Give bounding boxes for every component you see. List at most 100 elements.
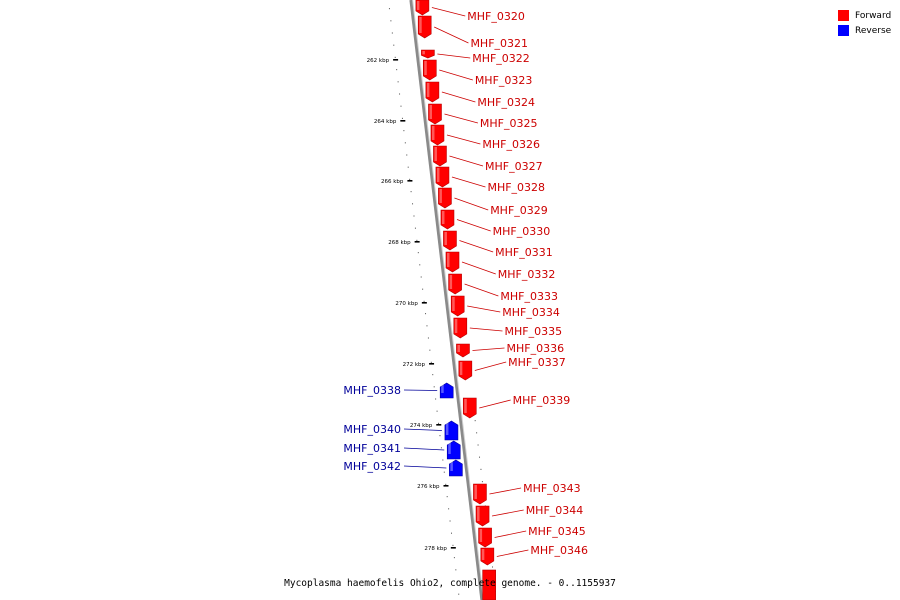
gene-arrow[interactable] bbox=[428, 103, 442, 125]
gene-feature-mhf_0328[interactable] bbox=[435, 166, 450, 188]
gene-label-mhf_0329[interactable]: MHF_0329 bbox=[490, 204, 548, 217]
gene-feature-mhf_0322[interactable] bbox=[421, 49, 435, 59]
gene-arrow-highlight bbox=[477, 507, 480, 521]
major-tick bbox=[393, 59, 399, 61]
gene-label-mhf_0346[interactable]: MHF_0346 bbox=[530, 544, 588, 557]
gene-arrow[interactable] bbox=[444, 420, 459, 441]
gene-arrow[interactable] bbox=[415, 0, 430, 16]
gene-feature-mhf_0346[interactable] bbox=[480, 547, 495, 566]
gene-feature-mhf_0339[interactable] bbox=[462, 397, 477, 419]
gene-leader-line bbox=[444, 113, 479, 124]
gene-arrow[interactable] bbox=[433, 145, 447, 167]
gene-arrow[interactable] bbox=[478, 527, 492, 548]
gene-label-mhf_0326[interactable]: MHF_0326 bbox=[482, 138, 540, 151]
gene-arrow[interactable] bbox=[430, 124, 445, 146]
minor-tick bbox=[388, 8, 390, 10]
gene-label-mhf_0328[interactable]: MHF_0328 bbox=[487, 181, 545, 194]
major-tick bbox=[429, 363, 435, 365]
gene-arrow-highlight bbox=[422, 51, 425, 55]
gene-arrow[interactable] bbox=[443, 230, 457, 251]
minor-tick bbox=[414, 227, 416, 229]
gene-feature-mhf_0337[interactable] bbox=[458, 360, 473, 381]
gene-label-mhf_0332[interactable]: MHF_0332 bbox=[498, 268, 556, 281]
gene-arrow[interactable] bbox=[435, 166, 450, 188]
gene-arrow[interactable] bbox=[450, 295, 465, 317]
gene-feature-mhf_0345[interactable] bbox=[478, 527, 492, 548]
gene-label-mhf_0333[interactable]: MHF_0333 bbox=[500, 290, 558, 303]
gene-label-mhf_0325[interactable]: MHF_0325 bbox=[480, 117, 538, 130]
minor-tick bbox=[426, 325, 428, 327]
gene-label-mhf_0321[interactable]: MHF_0321 bbox=[470, 37, 528, 50]
gene-arrow[interactable] bbox=[456, 343, 470, 358]
gene-arrow[interactable] bbox=[439, 382, 454, 399]
gene-arrow[interactable] bbox=[480, 547, 495, 566]
gene-arrow[interactable] bbox=[462, 397, 477, 419]
gene-arrow-highlight bbox=[457, 345, 460, 352]
gene-feature-mhf_0335[interactable] bbox=[453, 317, 468, 339]
gene-feature-mhf_0334[interactable] bbox=[450, 295, 465, 317]
gene-arrow[interactable] bbox=[475, 505, 490, 527]
gene-arrow-highlight bbox=[449, 275, 453, 289]
gene-label-mhf_0334[interactable]: MHF_0334 bbox=[502, 306, 560, 319]
gene-label-mhf_0335[interactable]: MHF_0335 bbox=[505, 325, 563, 338]
gene-arrow[interactable] bbox=[458, 360, 473, 381]
minor-tick bbox=[452, 544, 454, 546]
gene-feature-mhf_0325[interactable] bbox=[428, 103, 442, 125]
gene-label-mhf_0340[interactable]: MHF_0340 bbox=[343, 423, 401, 436]
gene-feature-mhf_0329[interactable] bbox=[438, 187, 452, 209]
gene-feature-mhf_0331[interactable] bbox=[443, 230, 457, 251]
gene-label-mhf_0324[interactable]: MHF_0324 bbox=[477, 96, 535, 109]
gene-arrow[interactable] bbox=[421, 49, 435, 59]
gene-leader-line bbox=[437, 53, 471, 59]
gene-label-mhf_0336[interactable]: MHF_0336 bbox=[507, 342, 565, 355]
gene-arrow[interactable] bbox=[453, 317, 468, 339]
gene-arrow[interactable] bbox=[445, 251, 460, 273]
gene-label-mhf_0337[interactable]: MHF_0337 bbox=[508, 356, 566, 369]
gene-feature-mhf_0326[interactable] bbox=[430, 124, 445, 146]
gene-feature-mhf_0343[interactable] bbox=[473, 483, 487, 505]
gene-feature-mhf_0333[interactable] bbox=[448, 273, 462, 295]
gene-arrow[interactable] bbox=[446, 440, 461, 460]
gene-label-mhf_0323[interactable]: MHF_0323 bbox=[475, 74, 533, 87]
gene-label-mhf_0344[interactable]: MHF_0344 bbox=[526, 504, 584, 517]
gene-feature-mhf_0320[interactable] bbox=[415, 0, 430, 16]
gene-label-mhf_0345[interactable]: MHF_0345 bbox=[528, 525, 586, 538]
legend-item-reverse: Reverse bbox=[838, 23, 891, 38]
gene-label-mhf_0339[interactable]: MHF_0339 bbox=[513, 394, 571, 407]
gene-arrow[interactable] bbox=[422, 59, 437, 81]
gene-feature-mhf_0338[interactable] bbox=[439, 382, 454, 399]
gene-label-mhf_0341[interactable]: MHF_0341 bbox=[343, 442, 401, 455]
gene-arrow[interactable] bbox=[440, 209, 455, 230]
minor-tick bbox=[433, 386, 435, 388]
gene-feature-mhf_0344[interactable] bbox=[475, 505, 490, 527]
gene-arrow[interactable] bbox=[438, 187, 452, 209]
gene-arrow-highlight bbox=[431, 126, 435, 140]
gene-feature-mhf_0342[interactable] bbox=[449, 459, 463, 477]
gene-arrow[interactable] bbox=[449, 459, 463, 477]
minor-tick bbox=[417, 252, 419, 254]
gene-arrow[interactable] bbox=[473, 483, 487, 505]
gene-feature-mhf_0336[interactable] bbox=[456, 343, 470, 358]
gene-feature-mhf_0332[interactable] bbox=[445, 251, 460, 273]
gene-feature-mhf_0330[interactable] bbox=[440, 209, 455, 230]
gene-feature-mhf_0341[interactable] bbox=[446, 440, 461, 460]
gene-feature-mhf_0327[interactable] bbox=[433, 145, 447, 167]
gene-arrow[interactable] bbox=[417, 15, 432, 39]
gene-feature-mhf_0321[interactable] bbox=[417, 15, 432, 39]
gene-label-mhf_0338[interactable]: MHF_0338 bbox=[343, 384, 401, 397]
gene-arrow[interactable] bbox=[448, 273, 462, 295]
minor-tick bbox=[391, 32, 393, 34]
gene-label-mhf_0330[interactable]: MHF_0330 bbox=[493, 225, 551, 238]
gene-arrow[interactable] bbox=[425, 81, 440, 103]
gene-feature-mhf_0340[interactable] bbox=[444, 420, 459, 441]
gene-feature-mhf_0324[interactable] bbox=[425, 81, 440, 103]
gene-label-mhf_0327[interactable]: MHF_0327 bbox=[485, 160, 543, 173]
gene-label-mhf_0331[interactable]: MHF_0331 bbox=[495, 246, 553, 259]
minor-tick bbox=[397, 81, 399, 83]
gene-feature-mhf_0323[interactable] bbox=[422, 59, 437, 81]
gene-label-mhf_0343[interactable]: MHF_0343 bbox=[523, 482, 581, 495]
gene-label-mhf_0322[interactable]: MHF_0322 bbox=[472, 52, 530, 65]
gene-leader-line bbox=[467, 305, 501, 313]
gene-label-mhf_0342[interactable]: MHF_0342 bbox=[343, 460, 401, 473]
gene-label-mhf_0320[interactable]: MHF_0320 bbox=[467, 10, 525, 23]
